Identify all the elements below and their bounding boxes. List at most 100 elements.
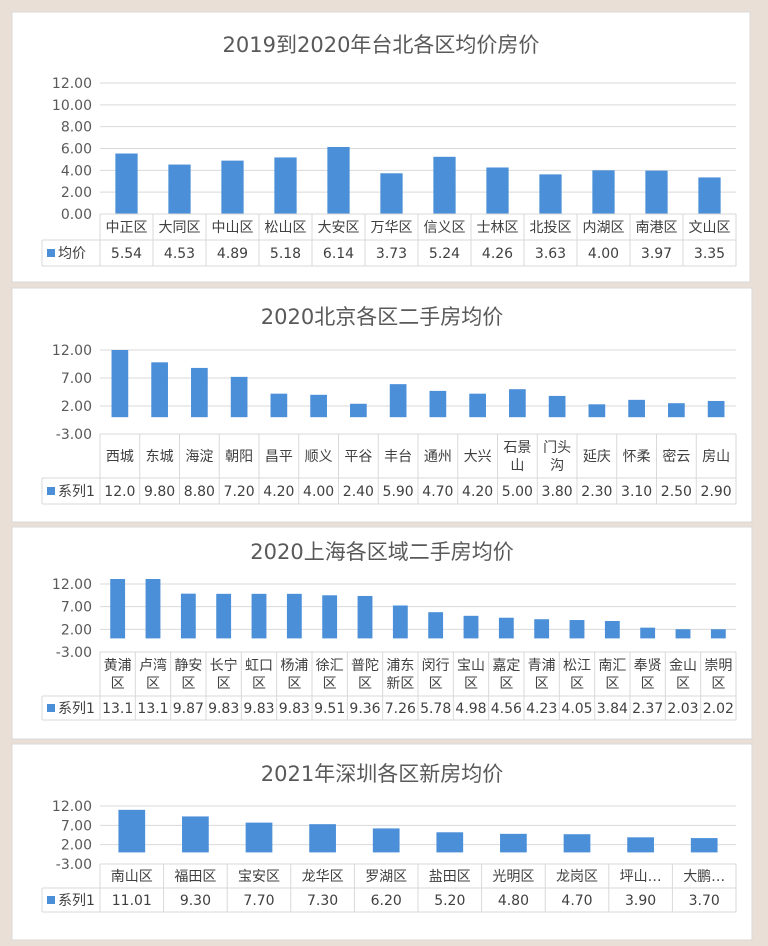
category-label: 坪山… [620, 869, 662, 885]
y-tick-label: 12.00 [52, 799, 92, 815]
y-tick-label: 7.00 [61, 818, 92, 834]
data-value: 7.30 [307, 893, 338, 909]
bar-2 [180, 593, 196, 639]
category-label: 崇明 [704, 658, 732, 674]
category-label: 静安 [174, 658, 202, 674]
data-value: 12.0 [104, 484, 135, 500]
category-label: 福田区 [174, 869, 216, 885]
bar-6 [433, 156, 456, 214]
data-value: 4.70 [561, 893, 592, 909]
category-label: 区 [181, 676, 195, 692]
category-label: 区 [429, 676, 443, 692]
bar-5 [310, 394, 327, 418]
category-label: 杨浦 [280, 658, 308, 674]
bar-15 [707, 400, 725, 418]
category-label: 徐汇 [316, 658, 344, 674]
category-label: 海淀 [185, 449, 213, 465]
bar-12 [534, 619, 550, 639]
category-label: 大安区 [318, 220, 360, 236]
y-tick-label: 2.00 [61, 399, 92, 415]
bar-10 [509, 389, 526, 418]
bar-3 [230, 376, 248, 418]
data-value: 4.80 [498, 893, 529, 909]
category-label: 西城 [106, 449, 134, 465]
data-value: 4.20 [462, 484, 493, 500]
category-label: 浦东 [386, 658, 414, 674]
legend-label: 系列1 [58, 701, 95, 717]
bar-12 [588, 404, 606, 418]
category-label: 龙岗区 [556, 869, 598, 885]
bar-0 [115, 153, 138, 214]
data-value: 5.18 [270, 246, 301, 262]
category-label: 大同区 [159, 220, 201, 236]
bar-2 [245, 822, 273, 853]
data-value: 6.14 [323, 246, 354, 262]
y-tick-label: 12.00 [52, 343, 92, 359]
category-label: 昌平 [265, 449, 293, 465]
data-value: 4.70 [422, 484, 453, 500]
data-value: 8.80 [184, 484, 215, 500]
bar-6 [322, 595, 338, 639]
data-value: 3.80 [542, 484, 573, 500]
bar-10 [463, 615, 479, 639]
data-value: 3.90 [625, 893, 656, 909]
bar-7 [563, 834, 591, 853]
bar-8 [539, 174, 562, 214]
y-tick-label: -3.00 [56, 645, 92, 661]
category-label: 顺义 [305, 449, 333, 465]
data-value: 5.00 [502, 484, 533, 500]
category-label: 士林区 [477, 220, 519, 236]
category-label: 区 [287, 676, 301, 692]
category-label: 区 [535, 676, 549, 692]
chart-panel-1: 2020北京各区二手房均价 -3.00 2.00 7.00 12.00 西城 东城 海淀 朝阳昌… [11, 287, 753, 523]
category-label: 宝山 [457, 658, 485, 674]
bar-13 [628, 399, 645, 418]
legend-key [47, 896, 55, 904]
category-label: 丰台 [384, 449, 412, 465]
category-label: 大兴 [464, 449, 492, 465]
bar-8 [429, 390, 447, 418]
data-value: 9.30 [180, 893, 211, 909]
chart-title: 2019到2020年台北各区均价房价 [223, 33, 540, 57]
data-value: 7.20 [224, 484, 255, 500]
bar-0 [110, 579, 126, 639]
data-value: 2.02 [703, 701, 734, 717]
y-tick-label: 2.00 [61, 838, 92, 854]
category-label: 新区 [386, 676, 414, 692]
data-value: 5.24 [429, 246, 460, 262]
y-tick-label: 8.00 [61, 120, 92, 136]
y-tick-label: 2.00 [61, 185, 92, 201]
bar-13 [569, 620, 585, 639]
data-value: 3.35 [694, 246, 725, 262]
category-label: 盐田区 [429, 869, 471, 885]
bar-14 [668, 403, 685, 418]
data-value: 5.78 [420, 701, 451, 717]
category-label: 北投区 [530, 220, 572, 236]
bar-4 [270, 393, 288, 418]
category-label: 区 [570, 676, 584, 692]
chart-panel-0: 2019到2020年台北各区均价房价 0.00 2.00 4.00 6.00 8.00 10… [11, 11, 751, 283]
category-label: 万华区 [371, 220, 413, 236]
bar-3 [309, 824, 336, 853]
data-value: 4.20 [263, 484, 294, 500]
bar-10 [645, 170, 668, 214]
y-tick-label: -3.00 [56, 857, 92, 873]
bar-9 [469, 393, 486, 418]
data-value: 13.1 [102, 701, 133, 717]
bar-14 [604, 620, 620, 639]
bar-8 [392, 605, 408, 639]
category-label: 金山 [669, 658, 697, 674]
data-value: 4.26 [482, 246, 513, 262]
data-value: 4.05 [561, 701, 592, 717]
category-label: 南山区 [111, 869, 153, 885]
legend-key [47, 487, 55, 495]
category-label: 延庆 [583, 449, 611, 465]
y-tick-label: 12.00 [52, 577, 92, 593]
data-value: 9.36 [349, 701, 380, 717]
y-tick-label: 7.00 [61, 600, 92, 616]
bar-3 [274, 157, 297, 214]
category-label: 区 [676, 676, 690, 692]
data-value: 2.90 [701, 484, 732, 500]
bar-11 [698, 177, 721, 214]
category-label: 区 [111, 676, 125, 692]
